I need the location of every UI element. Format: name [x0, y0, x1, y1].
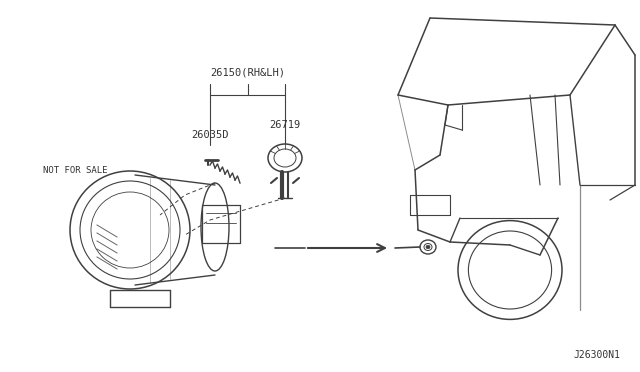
Ellipse shape [426, 245, 430, 249]
Text: J26300N1: J26300N1 [573, 350, 620, 360]
Text: NOT FOR SALE: NOT FOR SALE [43, 166, 108, 174]
Text: 26719: 26719 [269, 120, 301, 130]
Text: 26150(RH&LH): 26150(RH&LH) [210, 67, 285, 77]
Text: 26035D: 26035D [191, 130, 228, 140]
